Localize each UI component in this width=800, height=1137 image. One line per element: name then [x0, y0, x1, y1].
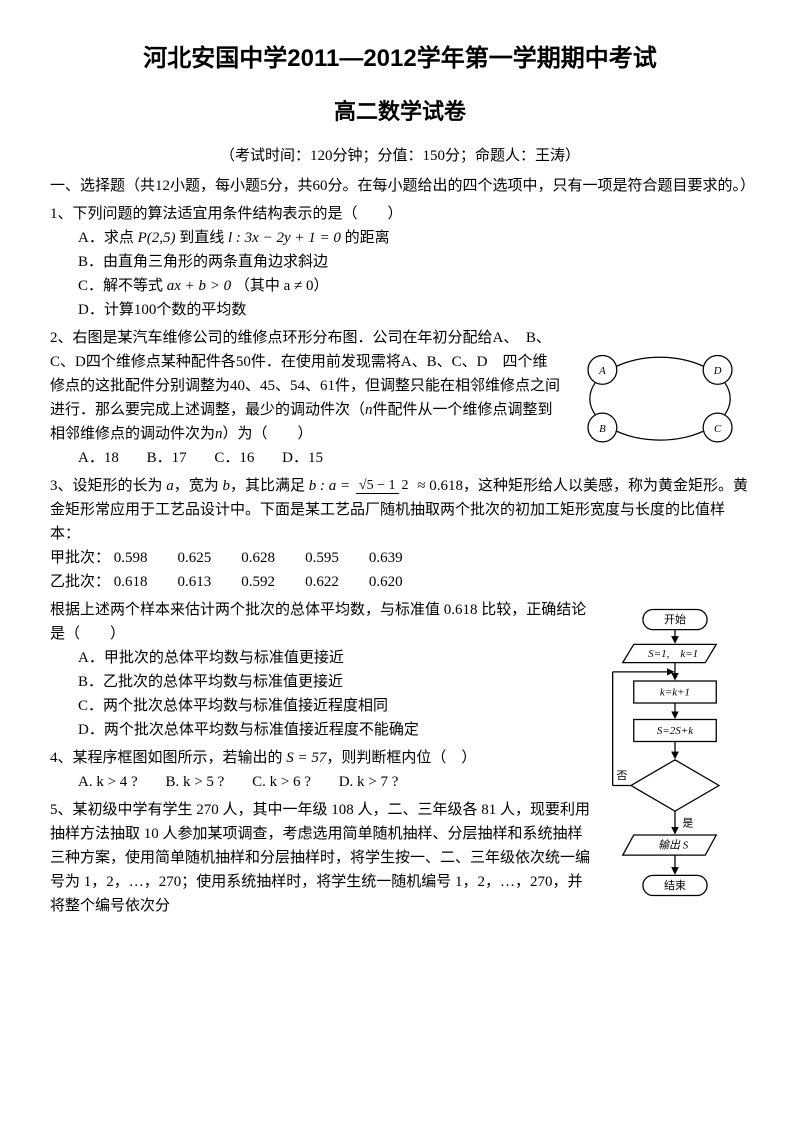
- q4-opt-d: D. k > 7 ?: [339, 774, 399, 790]
- q1-opt-c: C．解不等式 ax + b > 0 （其中 a ≠ 0）: [78, 274, 750, 298]
- q4-pre: 4、某程序框图如图所示，若输出的: [50, 750, 286, 766]
- q3-row2: 乙批次： 0.618 0.613 0.592 0.622 0.620: [50, 570, 750, 594]
- q3-row1-label: 甲批次：: [50, 550, 110, 566]
- q4-post: ，则判断框内位（ ）: [326, 750, 476, 766]
- node-c-label: C: [714, 422, 722, 434]
- section-1-intro: 一、选择题（共12小题，每小题5分，共60分。在每小题给出的四个选项中，只有一项…: [50, 174, 750, 198]
- q1-a-post: 的距离: [345, 230, 390, 246]
- flow-init: S=1, k=1: [648, 648, 698, 660]
- question-1: 1、下列问题的算法适宜用条件结构表示的是（ ） A．求点 P(2,5) 到直线 …: [50, 202, 750, 322]
- q3-ratio: b : a =: [309, 478, 354, 494]
- q3-b: b: [223, 478, 231, 494]
- q3-fraction: √5 − 12: [356, 478, 412, 493]
- q3-frac-den: 2: [399, 478, 412, 493]
- q3-approx: ≈ 0.618: [414, 478, 463, 494]
- q3-r2-4: 0.620: [369, 574, 403, 590]
- question-2: A D B C 2、右图是某汽车维修公司的维修点环形分布图．公司在年初分配给A、…: [50, 326, 750, 470]
- q3-pre: 3、设矩形的长为: [50, 478, 166, 494]
- q1-a-mid: 到直线: [179, 230, 224, 246]
- q2-opt-b: B．17: [147, 450, 187, 466]
- node-d-label: D: [713, 365, 722, 377]
- q3-mid2: ，其比满足: [230, 478, 309, 494]
- q1-stem: 1、下列问题的算法适宜用条件结构表示的是（ ）: [50, 202, 750, 226]
- q1-opt-d: D．计算100个数的平均数: [78, 298, 750, 322]
- flow-start: 开始: [664, 612, 686, 626]
- q3-r2-0: 0.618: [114, 574, 148, 590]
- node-a-label: A: [598, 365, 606, 377]
- q2-opt-a: A．18: [78, 450, 119, 466]
- q3-mid1: ，宽为: [174, 478, 223, 494]
- q3-row1: 甲批次： 0.598 0.625 0.628 0.595 0.639: [50, 546, 750, 570]
- q3-r1-2: 0.628: [241, 550, 275, 566]
- q3-row2-label: 乙批次：: [50, 574, 110, 590]
- q1-a-point: P(2,5): [138, 230, 176, 246]
- q3-r1-4: 0.639: [369, 550, 403, 566]
- q3-r2-3: 0.622: [305, 574, 339, 590]
- q3-r2-2: 0.592: [241, 574, 275, 590]
- q4-opt-c: C. k > 6 ?: [252, 774, 311, 790]
- q3-r1-1: 0.625: [178, 550, 212, 566]
- q1-opt-b: B．由直角三角形的两条直角边求斜边: [78, 250, 750, 274]
- q2-opt-d: D．15: [282, 450, 323, 466]
- doc-title-1: 河北安国中学2011—2012学年第一学期期中考试: [50, 40, 750, 78]
- node-b-label: B: [599, 422, 606, 434]
- q2-end: ）为（ ）: [223, 426, 313, 442]
- q4-options: A. k > 4 ? B. k > 5 ? C. k > 6 ? D. k > …: [50, 770, 750, 794]
- q3-r1-0: 0.598: [114, 550, 148, 566]
- q3-r2-1: 0.613: [178, 574, 212, 590]
- q1-c-expr: ax + b > 0: [167, 278, 231, 294]
- question-4: 4、某程序框图如图所示，若输出的 S = 57，则判断框内位（ ） A. k >…: [50, 746, 750, 794]
- q1-c-pre: C．解不等式: [78, 278, 167, 294]
- q4-opt-b: B. k > 5 ?: [165, 774, 224, 790]
- q1-a-line: l : 3x − 2y + 1 = 0: [228, 230, 341, 246]
- q1-a-pre: A．求点: [78, 230, 134, 246]
- flow-step2: S=2S+k: [657, 725, 694, 737]
- q4-s: S = 57: [286, 750, 326, 766]
- doc-meta: （考试时间：120分钟；分值：150分；命题人：王涛）: [50, 144, 750, 168]
- q2-n2: n: [215, 426, 223, 442]
- question-5: 5、某初级中学有学生 270 人，其中一年级 108 人，二、三年级各 81 人…: [50, 798, 750, 918]
- q2-opt-c: C．16: [214, 450, 254, 466]
- q1-opt-a: A．求点 P(2,5) 到直线 l : 3x − 2y + 1 = 0 的距离: [78, 226, 750, 250]
- ring-diagram: A D B C: [570, 326, 750, 466]
- flow-step1: k=k+1: [660, 686, 690, 698]
- q3-a: a: [166, 478, 174, 494]
- q2-n1: n: [365, 402, 373, 418]
- q1-c-paren: （其中 a ≠ 0）: [235, 278, 329, 294]
- doc-title-2: 高二数学试卷: [50, 94, 750, 129]
- q3-stem: 3、设矩形的长为 a，宽为 b，其比满足 b : a = √5 − 12 ≈ 0…: [50, 474, 750, 546]
- q3-r1-3: 0.595: [305, 550, 339, 566]
- question-3: 3、设矩形的长为 a，宽为 b，其比满足 b : a = √5 − 12 ≈ 0…: [50, 474, 750, 594]
- q4-stem: 4、某程序框图如图所示，若输出的 S = 57，则判断框内位（ ）: [50, 746, 750, 770]
- q3-frac-num: √5 − 1: [356, 478, 399, 494]
- q4-opt-a: A. k > 4 ?: [78, 774, 138, 790]
